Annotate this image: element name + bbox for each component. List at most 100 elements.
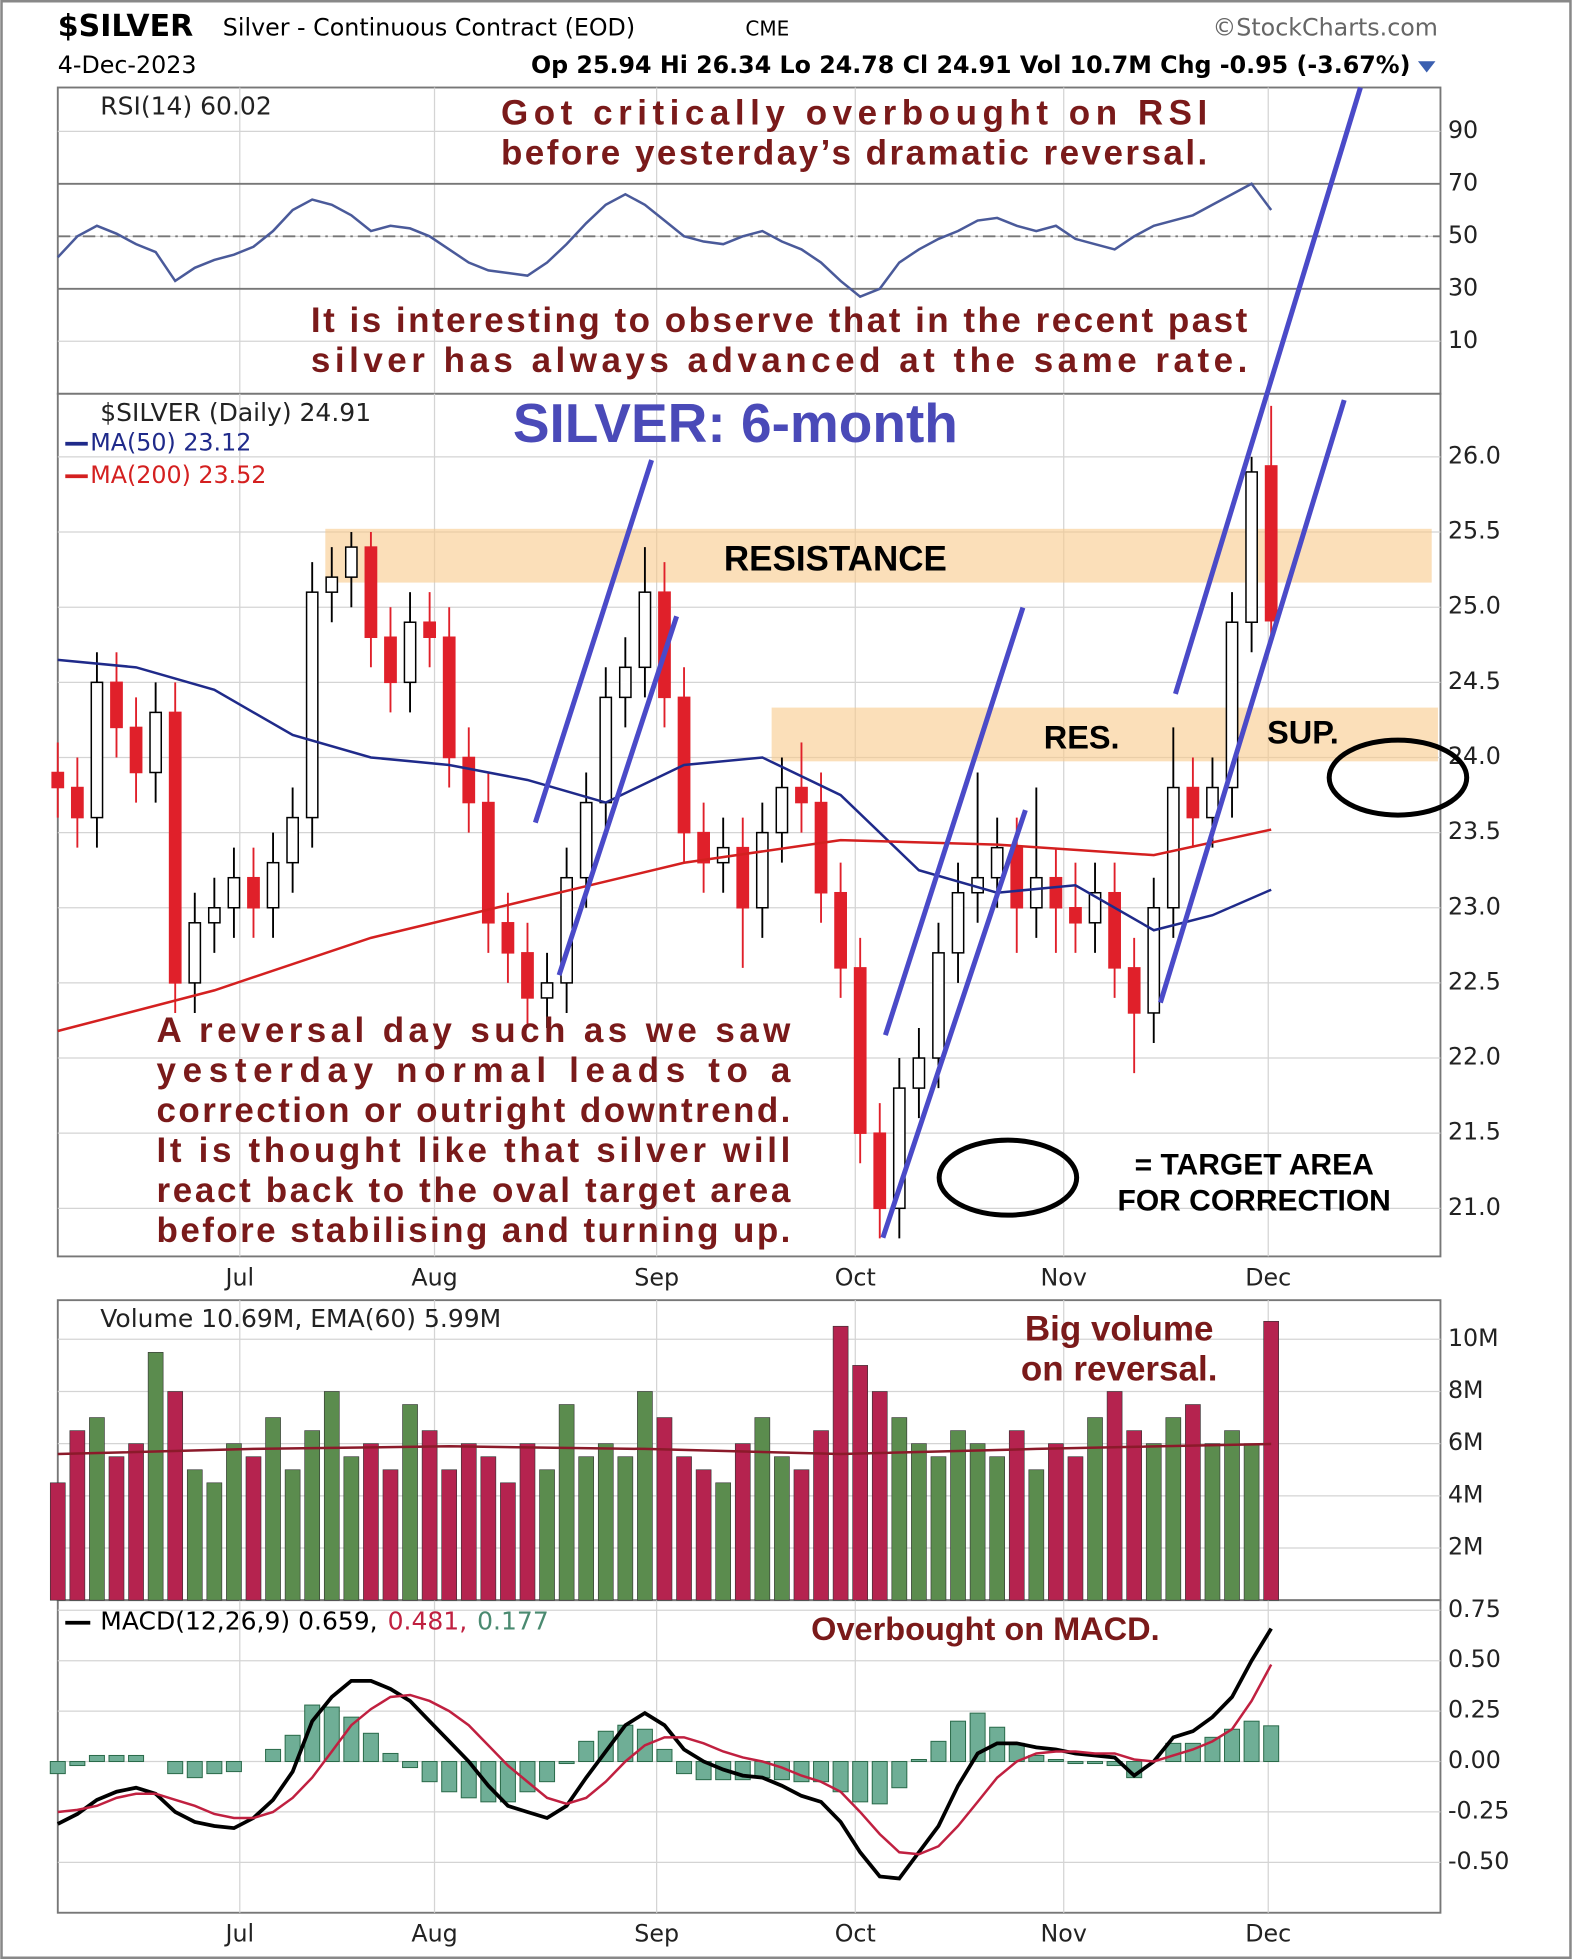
annotation: It is thought like that silver will: [157, 1131, 791, 1170]
volume-bar: [1106, 1391, 1123, 1601]
candle-body: [1206, 786, 1219, 819]
candle-body: [579, 801, 593, 879]
volume-bar: [128, 1443, 144, 1601]
candle-body: [873, 1132, 887, 1210]
volume-bar: [284, 1469, 301, 1601]
histogram-bar: [656, 1748, 673, 1763]
candle-body: [501, 922, 515, 954]
volume-bar: [480, 1456, 497, 1601]
candle-body: [423, 621, 437, 639]
candle-body: [207, 907, 221, 924]
x-tick-label: Aug: [411, 1263, 457, 1291]
candle-body: [1186, 786, 1200, 819]
x-tick-label: Aug: [411, 1920, 457, 1948]
candle-body: [951, 891, 965, 954]
x-tick-label: Oct: [835, 1263, 876, 1291]
histogram-bar: [969, 1712, 986, 1763]
candle-body: [168, 711, 182, 984]
histogram-bar: [539, 1761, 556, 1783]
candle-body: [403, 621, 417, 684]
y-tick-label: 0.25: [1448, 1696, 1501, 1724]
histogram-bar: [186, 1761, 203, 1779]
candle-body: [247, 876, 260, 909]
candle-body: [1010, 846, 1024, 909]
volume-bar: [617, 1456, 634, 1601]
candle-body: [912, 1057, 926, 1089]
volume-bar: [1048, 1443, 1064, 1601]
y-tick-label: 21.0: [1448, 1193, 1501, 1221]
histogram-bar: [402, 1761, 419, 1769]
candle-body: [1088, 891, 1102, 924]
candle-body: [90, 681, 104, 819]
volume-bar: [1165, 1417, 1182, 1601]
volume-bar: [734, 1443, 751, 1601]
x-tick-label: Dec: [1245, 1263, 1291, 1291]
volume-bar: [911, 1443, 927, 1601]
histogram-bar: [69, 1761, 86, 1767]
candle-body: [814, 801, 828, 894]
y-tick-label: 10: [1448, 326, 1478, 354]
panel-legend: RSI(14) 60.02: [100, 92, 271, 121]
histogram-bar: [225, 1761, 242, 1773]
y-tick-label: -0.25: [1448, 1796, 1509, 1824]
y-tick-label: 0.00: [1448, 1746, 1501, 1774]
y-tick-label: 23.5: [1448, 817, 1501, 845]
y-tick-label: 24.5: [1448, 667, 1501, 695]
volume-bar: [969, 1443, 986, 1601]
y-tick-label: -0.50: [1448, 1847, 1509, 1875]
annotation: It is interesting to observe that in the…: [311, 301, 1248, 340]
volume-bar: [1087, 1417, 1103, 1601]
histogram-bar: [265, 1748, 282, 1763]
candle-body: [599, 696, 613, 804]
volume-bar: [597, 1443, 614, 1601]
candle-body: [990, 846, 1004, 879]
y-tick-label: 21.5: [1448, 1118, 1501, 1146]
histogram-bar: [910, 1758, 927, 1763]
volume-bar: [715, 1482, 732, 1601]
channel-line: [1173, 86, 1363, 695]
y-tick-label: 22.5: [1448, 967, 1501, 995]
volume-bar: [1067, 1456, 1084, 1601]
candle-body: [462, 756, 476, 804]
candle-body: [892, 1087, 906, 1210]
candle-body: [364, 546, 378, 639]
candle-body: [540, 982, 554, 999]
volume-bar: [441, 1469, 458, 1601]
exchange: CME: [745, 17, 789, 41]
histogram-bar: [382, 1752, 399, 1763]
histogram-bar: [930, 1740, 947, 1763]
candle-body: [442, 636, 456, 759]
candle-body: [618, 666, 632, 699]
volume-bar: [774, 1456, 790, 1601]
volume-bar: [206, 1482, 223, 1601]
panel-legend: $SILVER (Daily) 24.91: [100, 398, 371, 427]
volume-bar: [695, 1469, 712, 1601]
volume-bar: [793, 1469, 810, 1601]
annotation: yesterday normal leads to a: [157, 1051, 791, 1090]
volume-bar: [871, 1391, 888, 1601]
histogram-bar: [128, 1754, 145, 1763]
histogram-bar: [578, 1740, 595, 1763]
volume-bar: [1145, 1443, 1162, 1601]
annotation: A reversal day such as we saw: [157, 1011, 792, 1050]
histogram-bar: [49, 1761, 66, 1775]
x-tick-label: Nov: [1041, 1263, 1087, 1291]
volume-bar: [1263, 1320, 1279, 1601]
candle-body: [775, 786, 789, 834]
volume-bar: [382, 1469, 399, 1601]
quote: Op 25.94 Hi 26.34 Lo 24.78 Cl 24.91 Vol …: [531, 51, 1410, 79]
volume-bar: [304, 1430, 321, 1601]
channel-line: [883, 606, 1026, 1036]
histogram-bar: [852, 1761, 869, 1803]
series-line: [57, 1663, 1273, 1856]
candle-body: [286, 816, 300, 864]
histogram-bar: [1263, 1725, 1280, 1763]
source: ©StockCharts.com: [1213, 13, 1438, 41]
candle-body: [51, 771, 65, 789]
x-tick-label: Oct: [835, 1920, 876, 1948]
channel-line: [556, 615, 679, 976]
candle-body: [521, 952, 534, 999]
series-line: [57, 828, 1272, 1033]
y-tick-label: 6M: [1448, 1428, 1484, 1456]
